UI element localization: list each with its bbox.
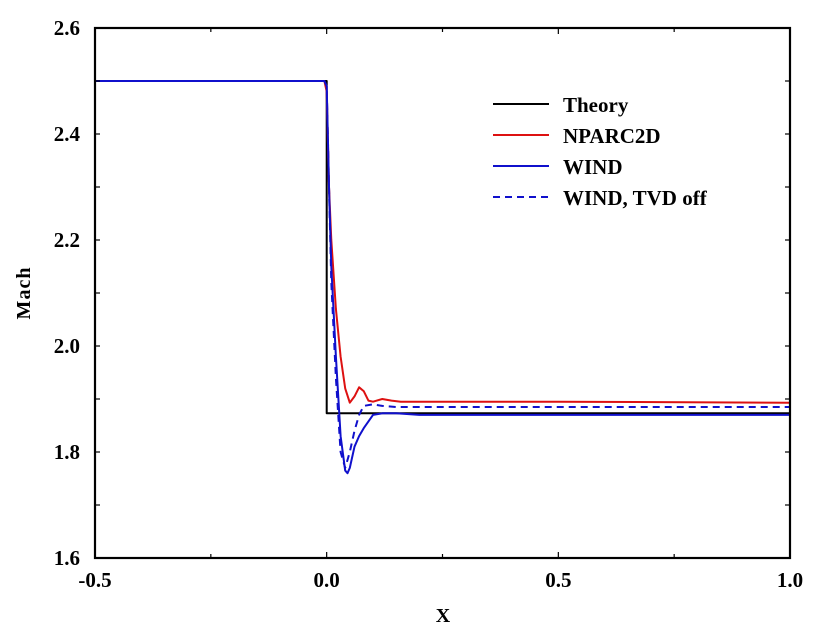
x-axis-tick-labels: -0.5 0.0 0.5 1.0: [78, 568, 803, 592]
legend-item: WIND: [493, 155, 623, 179]
x-tick-label: 0.0: [314, 568, 340, 592]
legend-item: NPARC2D: [493, 124, 661, 148]
series-nparc2d: [95, 80, 791, 404]
legend-item: Theory: [493, 93, 629, 117]
x-axis-title: X: [436, 605, 451, 627]
legend-item: WIND, TVD off: [493, 186, 708, 210]
y-axis-title: Mach: [13, 267, 35, 320]
series-wind-tvd-off: [95, 80, 790, 469]
legend-label: NPARC2D: [563, 124, 661, 148]
plot-frame: [93, 26, 792, 560]
y-axis-tick-labels: 1.6 1.8 2.0 2.2 2.4 2.6: [54, 16, 81, 570]
y-tick-label: 1.8: [54, 440, 80, 464]
legend-label: Theory: [563, 93, 629, 117]
x-tick-label: 0.5: [545, 568, 571, 592]
x-tick-label: 1.0: [777, 568, 803, 592]
axis-ticks: [94, 27, 791, 559]
data-series-layer: [95, 80, 791, 475]
y-tick-label: 2.2: [54, 228, 80, 252]
series-theory: [95, 80, 790, 415]
y-tick-label: 2.0: [54, 334, 80, 358]
y-tick-label: 2.6: [54, 16, 80, 40]
legend-label: WIND: [563, 155, 623, 179]
y-tick-label: 1.6: [54, 546, 80, 570]
series-wind: [95, 80, 790, 475]
legend: Theory NPARC2D WIND WIND, TVD off: [493, 93, 708, 210]
y-tick-label: 2.4: [54, 122, 81, 146]
x-tick-label: -0.5: [78, 568, 111, 592]
legend-label: WIND, TVD off: [563, 186, 708, 210]
